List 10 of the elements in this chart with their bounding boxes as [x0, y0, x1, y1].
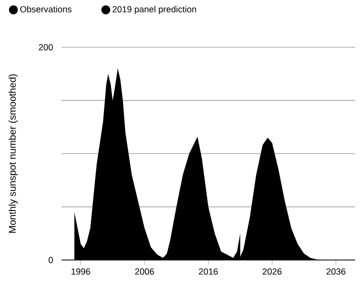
x-tick-label: 2006	[135, 268, 154, 275]
legend-label: Observations	[20, 6, 72, 13]
x-tick-label: 1996	[72, 268, 90, 275]
x-tick-label: 2036	[326, 268, 346, 275]
y-tick-label: 200	[38, 44, 53, 51]
y-tick-label: 0	[48, 257, 53, 264]
y-axis-title: Monthly sunspot number (smoothed)	[8, 74, 18, 233]
legend-label: 2019 panel prediction	[112, 6, 196, 14]
x-tick-label: 2016	[198, 268, 218, 275]
x-tick-label: 2026	[262, 268, 282, 275]
